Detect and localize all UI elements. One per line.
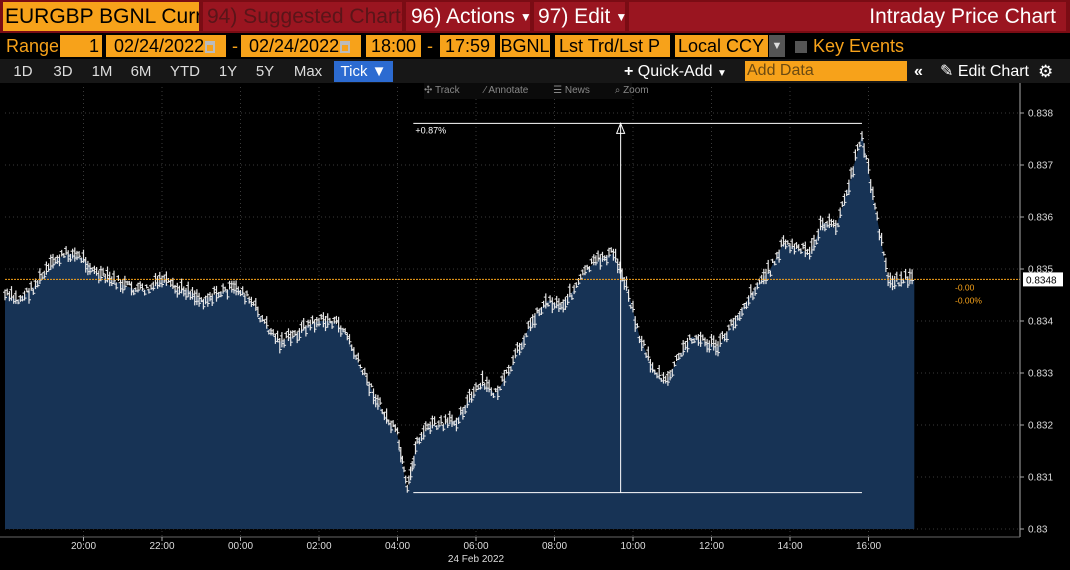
- measure-percent-label: +0.87%: [415, 125, 446, 135]
- intraday-price-chart[interactable]: +0.87% 0.838 0.837 0.836 0.835 0.834 0.833 0.8…: [0, 83, 1070, 570]
- price-type-field[interactable]: Lst Trd/Lst P: [555, 35, 670, 57]
- pricing-source-field[interactable]: BGNL: [500, 35, 550, 57]
- start-date-field[interactable]: 02/24/2022: [106, 35, 226, 57]
- chevron-down-icon: ▼: [615, 9, 625, 24]
- x-tick-label: 08:00: [542, 541, 567, 552]
- range-bar: Range 1 02/24/2022 - 02/24/2022 18:00 - …: [0, 33, 1070, 59]
- track-tool[interactable]: ✣ Track: [424, 85, 460, 96]
- arrow-up-icon: [615, 122, 626, 134]
- x-tick-label: 22:00: [149, 541, 174, 552]
- chevron-down-icon: ▼: [371, 63, 387, 80]
- y-tick-label: 0.837: [1028, 161, 1053, 172]
- period-1y[interactable]: 1Y: [218, 63, 238, 80]
- actions-menu[interactable]: 96) Actions ▼: [406, 2, 530, 31]
- date-label: 24 Feb 2022: [448, 554, 505, 565]
- pencil-icon: ✎: [940, 63, 954, 80]
- calendar-icon[interactable]: [205, 41, 216, 54]
- range-value-field[interactable]: 1: [60, 35, 102, 57]
- plus-icon: +: [624, 63, 634, 80]
- collapse-double-chevron-icon[interactable]: «: [914, 63, 923, 80]
- x-tick-label: 12:00: [699, 541, 724, 552]
- y-tick-label: 0.836: [1028, 213, 1053, 224]
- period-1m[interactable]: 1M: [91, 63, 113, 80]
- news-tool[interactable]: ☰ News: [553, 85, 590, 96]
- period-ytd[interactable]: YTD: [170, 63, 200, 80]
- security-ticker-field[interactable]: EURGBP BGNL Curnc: [3, 2, 199, 31]
- y-tick-label: 0.838: [1028, 109, 1053, 120]
- period-6m[interactable]: 6M: [130, 63, 152, 80]
- y-tick-label: 0.835: [1028, 265, 1053, 276]
- price-area: [5, 133, 915, 530]
- period-max[interactable]: Max: [293, 63, 323, 80]
- date-separator: -: [232, 36, 238, 56]
- period-5y[interactable]: 5Y: [255, 63, 275, 80]
- currency-select[interactable]: Local CCY: [675, 35, 768, 57]
- period-3d[interactable]: 3D: [53, 63, 73, 80]
- tick-frequency-button[interactable]: Tick ▼: [334, 61, 393, 82]
- actions-label: 96) Actions: [411, 5, 515, 28]
- chart-tools: ✣ Track ⁄ Annotate ☰ News ⌕ Zoom: [424, 83, 649, 99]
- y-tick-label: 0.834: [1028, 317, 1053, 328]
- time-separator: -: [427, 36, 433, 56]
- x-tick-label: 10:00: [620, 541, 645, 552]
- annotate-tool[interactable]: ⁄ Annotate: [484, 85, 529, 96]
- start-date-value: 02/24/2022: [114, 36, 205, 56]
- x-tick-label: 00:00: [228, 541, 253, 552]
- x-tick-label: 04:00: [385, 541, 410, 552]
- edit-menu[interactable]: 97) Edit ▼: [534, 2, 625, 31]
- end-time-field[interactable]: 17:59: [440, 35, 495, 57]
- edit-label: 97) Edit: [538, 5, 611, 28]
- end-date-value: 02/24/2022: [249, 36, 340, 56]
- end-date-field[interactable]: 02/24/2022: [241, 35, 361, 57]
- add-data-input[interactable]: [745, 61, 907, 81]
- title-bar: EURGBP BGNL Curnc 94) Suggested Charts 9…: [0, 0, 1070, 33]
- zoom-tool[interactable]: ⌕ Zoom: [614, 85, 649, 96]
- calendar-icon[interactable]: [340, 41, 351, 54]
- last-change-percent: -0.00%: [955, 295, 982, 305]
- x-tick-label: 02:00: [306, 541, 331, 552]
- key-events-label: Key Events: [813, 36, 905, 56]
- currency-dropdown-icon[interactable]: ▼: [769, 35, 785, 57]
- chart-title: Intraday Price Chart: [629, 2, 1066, 31]
- y-tick-label: 0.832: [1028, 421, 1053, 432]
- start-time-field[interactable]: 18:00: [366, 35, 421, 57]
- period-toolbar: 1D 3D 1M 6M YTD 1Y 5Y Max Tick ▼ + Quick…: [0, 59, 1070, 83]
- quick-add-button[interactable]: + Quick-Add ▼: [624, 61, 742, 82]
- y-tick-label: 0.83: [1028, 525, 1048, 536]
- chevron-down-icon: ▼: [716, 68, 727, 79]
- y-tick-label: 0.833: [1028, 369, 1053, 380]
- x-tick-label: 16:00: [856, 541, 881, 552]
- last-change-value: -0.00: [955, 282, 975, 292]
- last-price-value: 0.8348: [1026, 275, 1057, 286]
- x-tick-label: 06:00: [463, 541, 488, 552]
- chart-canvas[interactable]: +0.87% 0.838 0.837 0.836 0.835 0.834 0.833 0.8…: [0, 83, 1070, 570]
- y-tick-label: 0.831: [1028, 473, 1053, 484]
- checkbox-icon[interactable]: [795, 41, 807, 54]
- range-label: Range: [6, 36, 58, 56]
- edit-chart-button[interactable]: ✎ Edit Chart: [940, 61, 1032, 82]
- period-1d[interactable]: 1D: [13, 63, 33, 80]
- key-events-toggle[interactable]: Key Events: [795, 35, 915, 57]
- last-price-badge: [1023, 272, 1063, 287]
- tick-label: Tick: [340, 63, 368, 80]
- quick-add-label: Quick-Add: [637, 63, 713, 80]
- x-tick-label: 14:00: [777, 541, 802, 552]
- gear-icon[interactable]: ⚙: [1038, 62, 1054, 81]
- edit-chart-label: Edit Chart: [957, 63, 1029, 80]
- chevron-down-icon: ▼: [519, 9, 530, 24]
- x-tick-label: 20:00: [71, 541, 96, 552]
- suggested-charts-button[interactable]: 94) Suggested Charts: [203, 2, 402, 31]
